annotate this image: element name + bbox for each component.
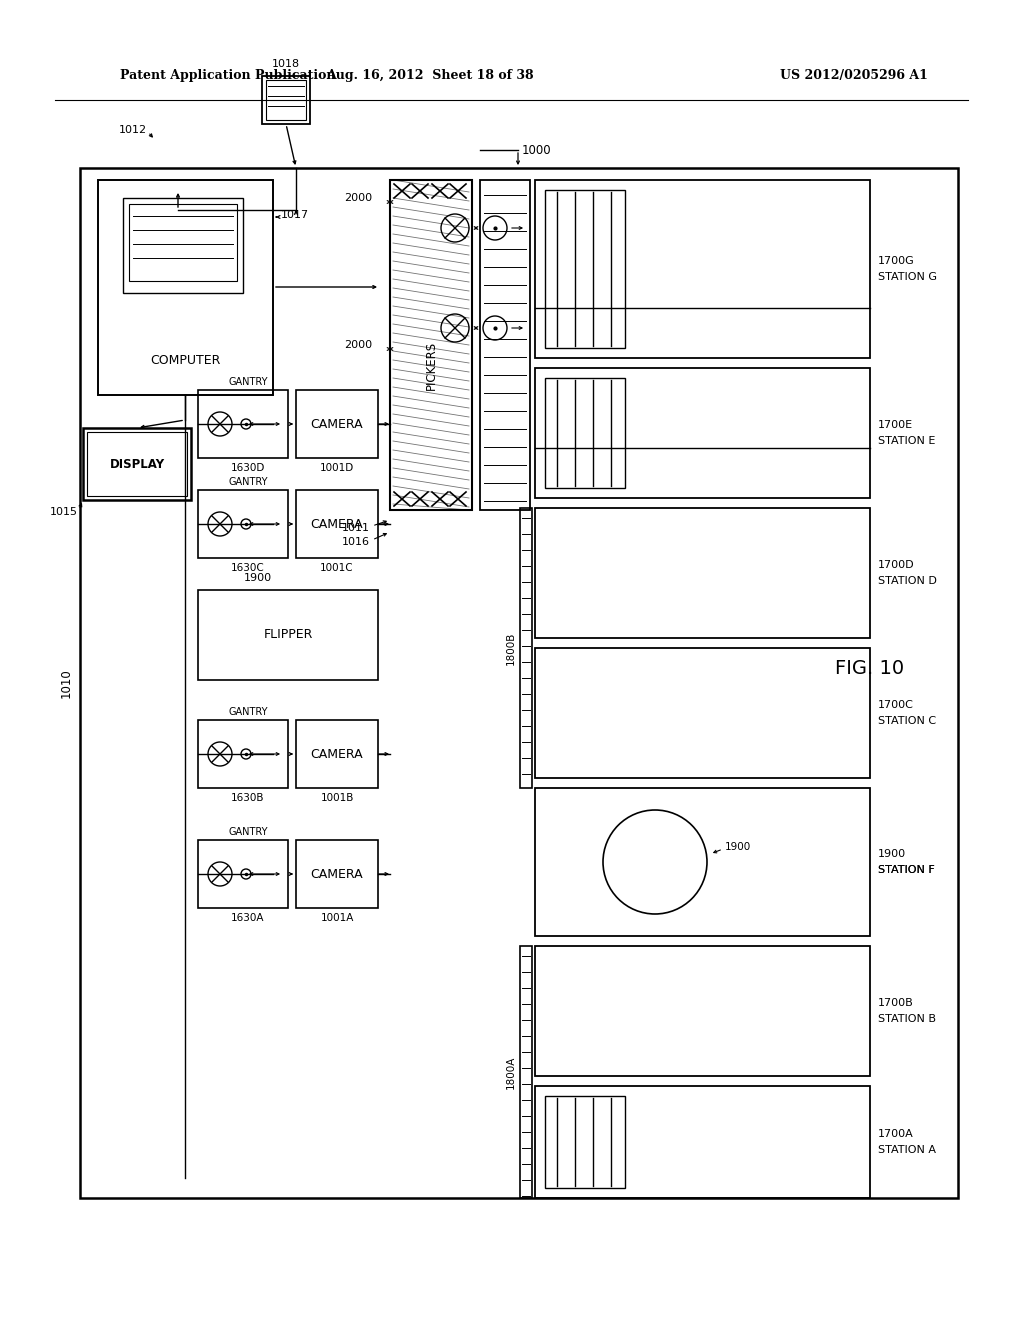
Text: STATION B: STATION B <box>878 1014 936 1024</box>
Text: Patent Application Publication: Patent Application Publication <box>120 69 336 82</box>
Bar <box>535 180 870 358</box>
Text: 1630A: 1630A <box>231 913 265 923</box>
Text: STATION E: STATION E <box>878 436 935 446</box>
Bar <box>262 77 310 124</box>
Bar <box>480 180 530 510</box>
Text: 2000: 2000 <box>344 341 372 350</box>
Text: 1700D: 1700D <box>878 560 914 570</box>
Bar <box>296 840 378 908</box>
Bar <box>198 590 378 680</box>
Bar <box>198 490 288 558</box>
Text: 1900: 1900 <box>725 842 752 851</box>
Bar <box>266 81 306 120</box>
Text: 1001D: 1001D <box>319 463 354 473</box>
Text: 1000: 1000 <box>522 144 552 157</box>
Text: US 2012/0205296 A1: US 2012/0205296 A1 <box>780 69 928 82</box>
Bar <box>296 389 378 458</box>
Text: 1700C: 1700C <box>878 700 913 710</box>
Text: 1017: 1017 <box>281 210 309 220</box>
Text: 1700B: 1700B <box>878 998 913 1008</box>
Text: 1001B: 1001B <box>321 793 353 803</box>
Text: GANTRY: GANTRY <box>228 378 267 387</box>
Text: 1800A: 1800A <box>506 1055 516 1089</box>
Bar <box>545 1096 625 1188</box>
Bar <box>520 946 532 1199</box>
Text: STATION F: STATION F <box>878 865 935 875</box>
Bar <box>198 389 288 458</box>
Text: STATION F: STATION F <box>878 865 935 875</box>
Text: CAMERA: CAMERA <box>310 867 364 880</box>
Bar <box>98 180 273 395</box>
Bar <box>535 508 870 638</box>
Bar <box>198 719 288 788</box>
Text: 1700A: 1700A <box>878 1129 913 1139</box>
Text: PICKERS: PICKERS <box>425 341 437 389</box>
Bar <box>390 180 472 510</box>
Bar <box>535 946 870 1076</box>
Text: CAMERA: CAMERA <box>310 747 364 760</box>
Text: 1016: 1016 <box>342 537 370 546</box>
Text: 1630D: 1630D <box>230 463 265 473</box>
Bar <box>535 1086 870 1199</box>
Bar <box>535 788 870 936</box>
Bar <box>87 432 187 496</box>
Text: COMPUTER: COMPUTER <box>150 354 220 367</box>
Bar <box>296 490 378 558</box>
Text: 1700G: 1700G <box>878 256 914 267</box>
Text: 2000: 2000 <box>344 193 372 203</box>
Text: 1018: 1018 <box>272 59 300 69</box>
Bar <box>535 648 870 777</box>
Text: FLIPPER: FLIPPER <box>263 628 312 642</box>
Text: CAMERA: CAMERA <box>310 517 364 531</box>
Text: GANTRY: GANTRY <box>228 477 267 487</box>
Text: CAMERA: CAMERA <box>310 417 364 430</box>
Bar <box>545 190 625 348</box>
Text: 1800B: 1800B <box>506 631 516 665</box>
Bar <box>123 198 243 293</box>
Bar <box>296 719 378 788</box>
Text: 1630C: 1630C <box>231 564 265 573</box>
Text: 1010: 1010 <box>59 668 73 698</box>
Bar <box>83 428 191 500</box>
Bar <box>80 168 958 1199</box>
Text: STATION A: STATION A <box>878 1144 936 1155</box>
Text: 1630B: 1630B <box>231 793 265 803</box>
Text: 1001A: 1001A <box>321 913 353 923</box>
Bar <box>545 378 625 488</box>
Bar <box>520 508 532 788</box>
Text: STATION C: STATION C <box>878 715 936 726</box>
Text: GANTRY: GANTRY <box>228 708 267 717</box>
Text: 1001C: 1001C <box>321 564 354 573</box>
Text: DISPLAY: DISPLAY <box>110 458 165 470</box>
Text: GANTRY: GANTRY <box>228 828 267 837</box>
Text: 1900: 1900 <box>244 573 272 583</box>
Bar <box>129 205 237 281</box>
Text: STATION G: STATION G <box>878 272 937 282</box>
Text: 1700E: 1700E <box>878 420 913 430</box>
Text: Aug. 16, 2012  Sheet 18 of 38: Aug. 16, 2012 Sheet 18 of 38 <box>327 69 534 82</box>
Text: 1900: 1900 <box>878 849 906 859</box>
Text: FIG. 10: FIG. 10 <box>836 659 904 677</box>
Bar <box>535 368 870 498</box>
Text: 1011: 1011 <box>342 523 370 533</box>
Text: STATION D: STATION D <box>878 576 937 586</box>
Bar <box>198 840 288 908</box>
Text: 1015: 1015 <box>50 507 78 517</box>
Text: 1012: 1012 <box>119 125 147 135</box>
